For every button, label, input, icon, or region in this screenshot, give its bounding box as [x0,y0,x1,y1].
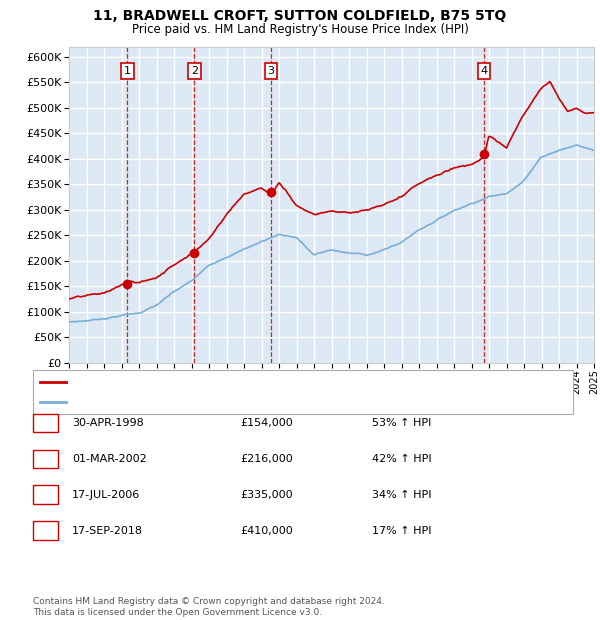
Text: 30-APR-1998: 30-APR-1998 [72,418,144,428]
Text: 17-SEP-2018: 17-SEP-2018 [72,526,143,536]
Text: 17-JUL-2006: 17-JUL-2006 [72,490,140,500]
Text: 2: 2 [42,454,49,464]
Text: HPI: Average price, detached house, Birmingham: HPI: Average price, detached house, Birm… [70,397,327,407]
Text: 17% ↑ HPI: 17% ↑ HPI [372,526,431,536]
Text: Price paid vs. HM Land Registry's House Price Index (HPI): Price paid vs. HM Land Registry's House … [131,23,469,36]
Text: £154,000: £154,000 [240,418,293,428]
Text: 4: 4 [42,526,49,536]
Text: 53% ↑ HPI: 53% ↑ HPI [372,418,431,428]
Text: Contains HM Land Registry data © Crown copyright and database right 2024.
This d: Contains HM Land Registry data © Crown c… [33,598,385,617]
Text: 1: 1 [124,66,131,76]
Text: 01-MAR-2002: 01-MAR-2002 [72,454,147,464]
Text: 4: 4 [481,66,488,76]
Text: 1: 1 [42,418,49,428]
Text: £216,000: £216,000 [240,454,293,464]
Text: 2: 2 [191,66,198,76]
Text: 3: 3 [42,490,49,500]
Text: 34% ↑ HPI: 34% ↑ HPI [372,490,431,500]
Text: 42% ↑ HPI: 42% ↑ HPI [372,454,431,464]
Text: £335,000: £335,000 [240,490,293,500]
Text: 11, BRADWELL CROFT, SUTTON COLDFIELD, B75 5TQ: 11, BRADWELL CROFT, SUTTON COLDFIELD, B7… [94,9,506,24]
Text: £410,000: £410,000 [240,526,293,536]
Text: 3: 3 [268,66,274,76]
Text: 11, BRADWELL CROFT, SUTTON COLDFIELD, B75 5TQ (detached house): 11, BRADWELL CROFT, SUTTON COLDFIELD, B7… [70,377,442,387]
